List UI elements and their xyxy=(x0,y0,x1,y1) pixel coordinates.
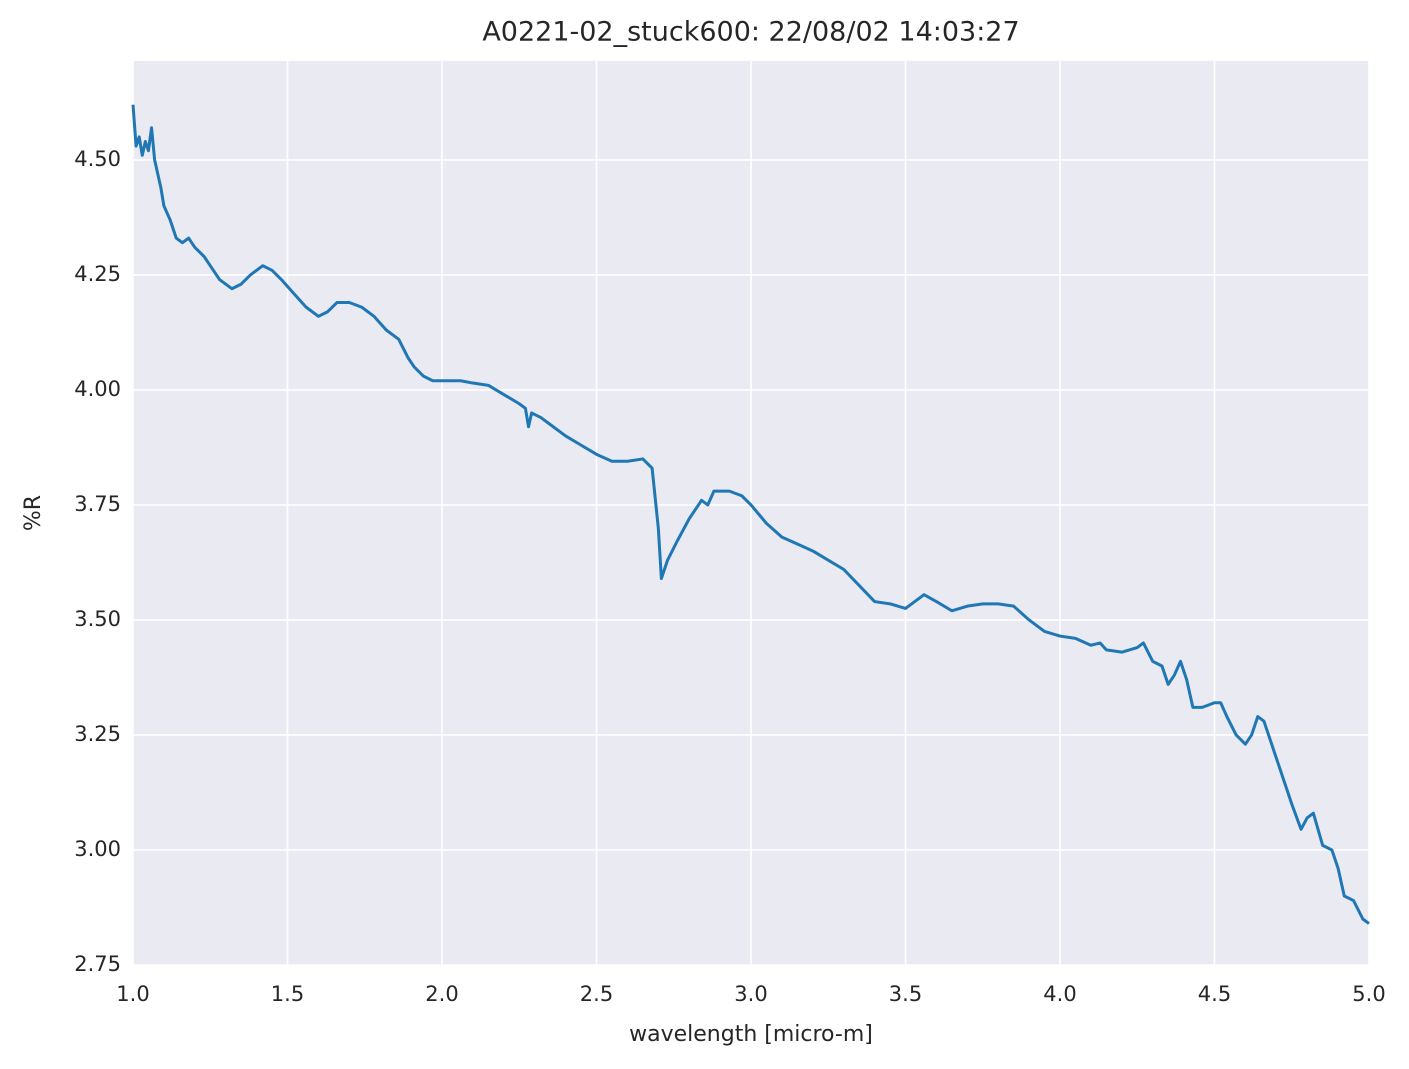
y-tick-label: 4.00 xyxy=(74,377,121,401)
x-tick-label: 3.0 xyxy=(734,982,767,1006)
y-tick-label: 3.00 xyxy=(74,837,121,861)
x-tick-label: 3.5 xyxy=(889,982,922,1006)
y-tick-label: 2.75 xyxy=(74,952,121,976)
y-tick-label: 4.25 xyxy=(74,262,121,286)
x-tick-label: 4.0 xyxy=(1043,982,1076,1006)
marks xyxy=(131,104,1370,925)
x-tick-label: 4.5 xyxy=(1198,982,1231,1006)
x-axis-label: wavelength [micro-m] xyxy=(629,1022,873,1047)
y-tick-label: 3.50 xyxy=(74,607,121,631)
chart-title: A0221-02_stuck600: 22/08/02 14:03:27 xyxy=(482,17,1019,48)
data-line xyxy=(131,104,1370,925)
x-tick-label: 1.0 xyxy=(116,982,149,1006)
y-tick-label: 3.25 xyxy=(74,722,121,746)
x-tick-label: 2.5 xyxy=(580,982,613,1006)
x-tick-label: 5.0 xyxy=(1352,982,1385,1006)
y-axis-label: %R xyxy=(21,495,46,531)
y-tick-label: 4.50 xyxy=(74,147,121,171)
x-tick-label: 2.0 xyxy=(425,982,458,1006)
x-tick-label: 1.5 xyxy=(271,982,304,1006)
y-tick-label: 3.75 xyxy=(74,492,121,516)
